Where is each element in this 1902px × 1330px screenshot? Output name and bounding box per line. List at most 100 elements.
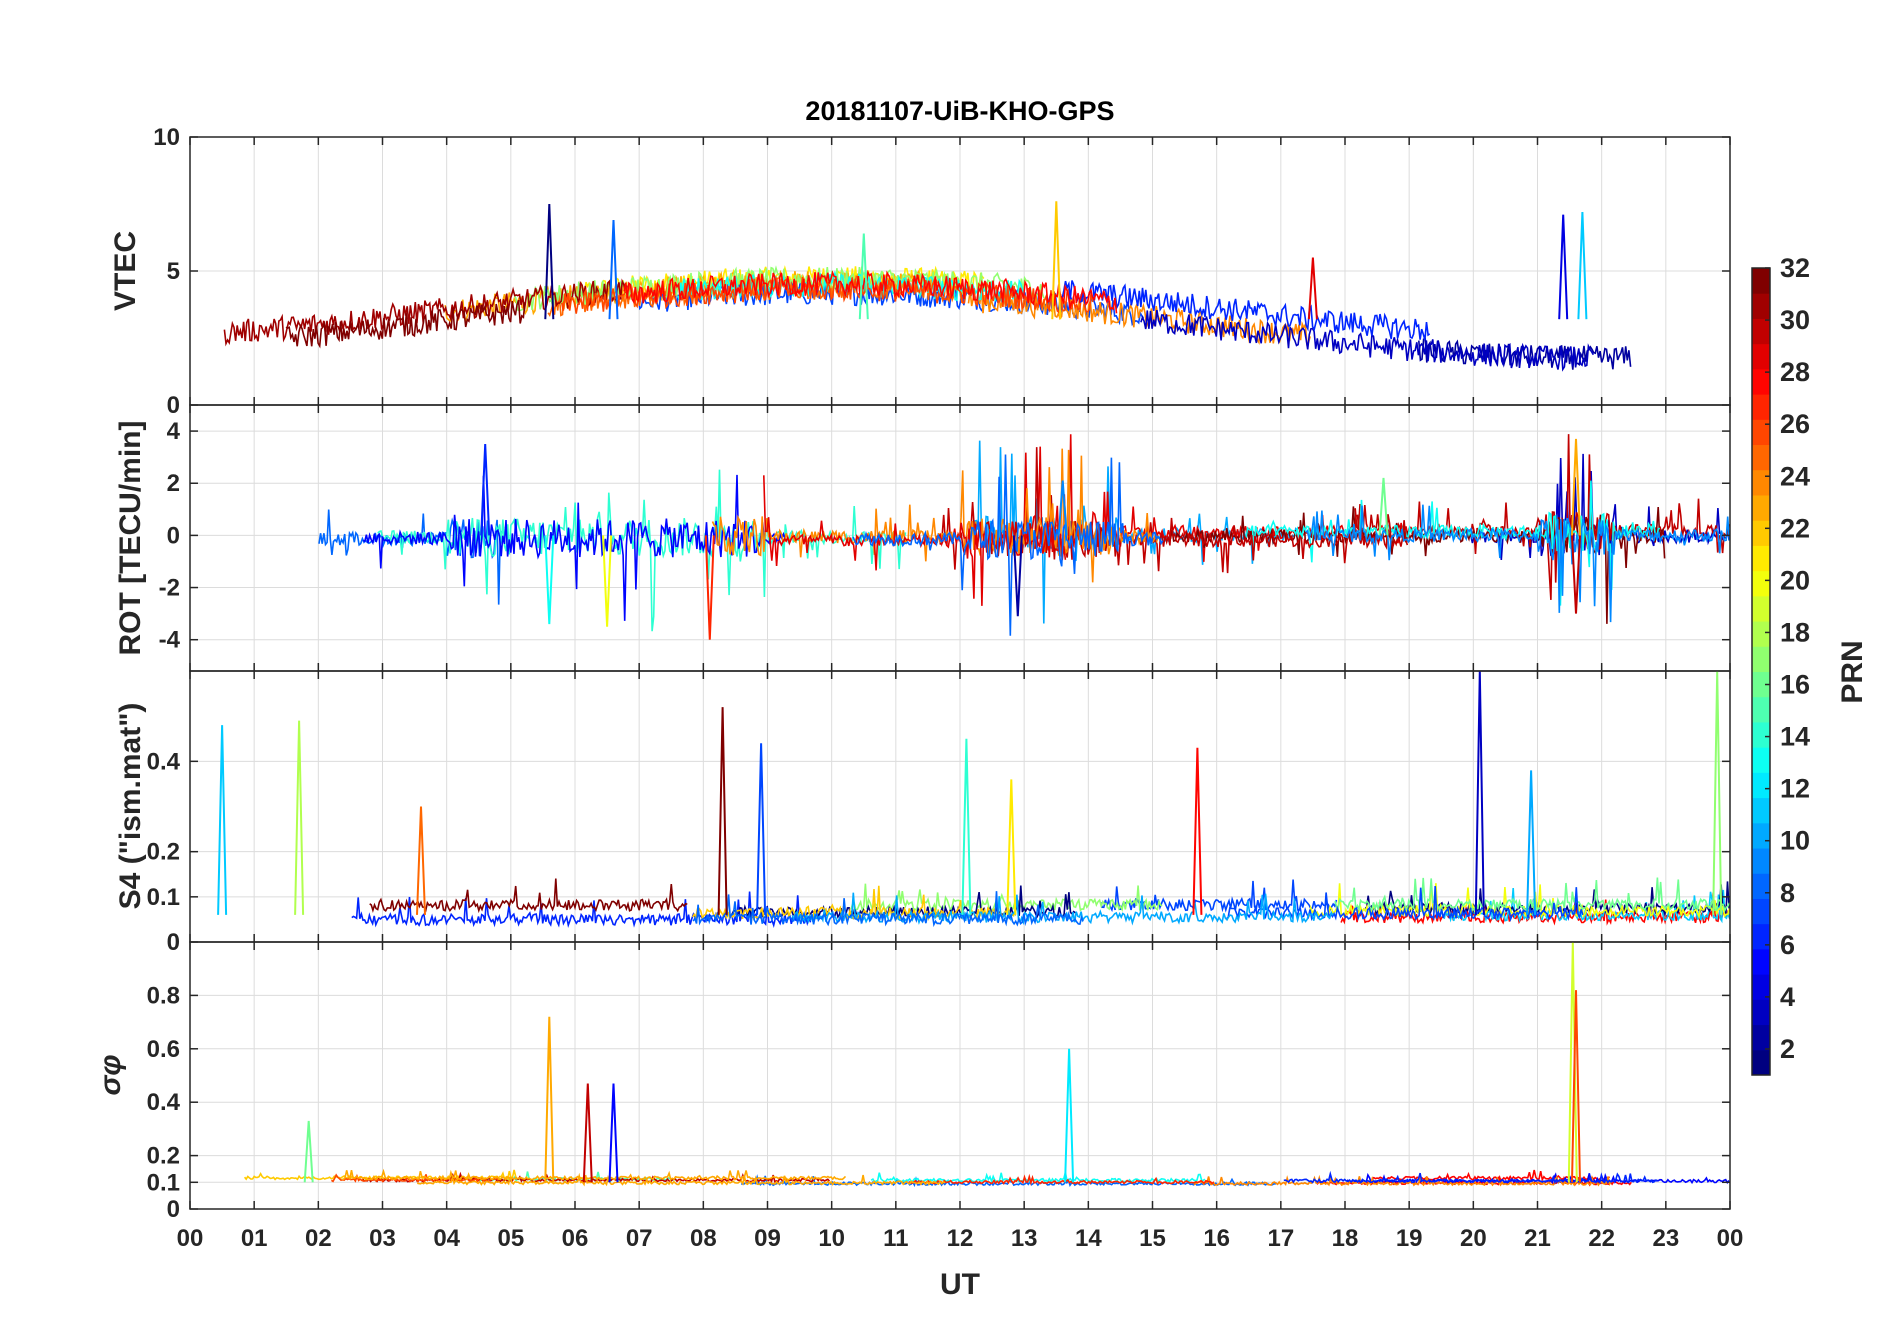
colorbar-frame: [1751, 267, 1771, 1076]
x-tick-label: 16: [1203, 1225, 1230, 1252]
colorbar-band: [1752, 268, 1770, 294]
colorbar-band: [1752, 444, 1770, 471]
series-line-prn: [369, 878, 688, 914]
x-axis-label: UT: [940, 1268, 980, 1301]
x-tick-label: 09: [754, 1225, 781, 1252]
event-spike: [1064, 1048, 1075, 1183]
colorbar-band: [1752, 873, 1770, 899]
colorbar-band: [1752, 696, 1770, 723]
colorbar-band: [1752, 797, 1770, 824]
y-tick-label: 0.6: [147, 1036, 180, 1063]
y-label-s4: S4 ("ism.mat"): [114, 703, 147, 910]
event-spike: [1712, 671, 1723, 915]
x-tick-label: 10: [818, 1225, 845, 1252]
colorbar-tick-label: 18: [1780, 617, 1810, 647]
event-spike: [717, 707, 728, 915]
x-tick-label: 19: [1396, 1225, 1423, 1252]
event-spike: [858, 233, 869, 320]
series-line-prn: [341, 1168, 847, 1182]
event-spike: [1474, 671, 1485, 915]
y-tick-label: 0.1: [147, 884, 180, 911]
colorbar-band: [1752, 520, 1770, 546]
series-line-prn: [243, 1169, 522, 1181]
event-spike: [1571, 438, 1581, 536]
colorbar-band: [1752, 621, 1770, 647]
chart-title: 20181107-UiB-KHO-GPS: [805, 96, 1114, 126]
y-tick-label: 0.2: [147, 839, 180, 866]
series-line-prn: [513, 265, 1045, 312]
colorbar-label: PRN: [1836, 640, 1869, 703]
y-label-vtec: VTEC: [109, 231, 142, 311]
series-line-prn: [351, 891, 812, 929]
x-tick-label: 06: [562, 1225, 589, 1252]
event-spike: [1057, 480, 1068, 536]
y-axis-labels: VTEC ROT [TECU/min] S4 ("ism.mat") σφ: [94, 231, 147, 1096]
x-tick-label: 04: [433, 1225, 460, 1252]
series-group-s4: [217, 671, 1730, 929]
colorbar-tick-label: 16: [1780, 670, 1810, 700]
x-tick-label: 07: [626, 1225, 653, 1252]
colorbar-tick-label: 32: [1780, 253, 1810, 283]
colorbar-band: [1752, 948, 1770, 975]
colorbar-band: [1752, 368, 1770, 395]
series-line-prn: [711, 448, 1160, 583]
colorbar-tick-label: 10: [1780, 826, 1810, 856]
series-line-prn: [1226, 885, 1584, 922]
y-tick-label: 5: [167, 258, 180, 285]
x-tick-label: 22: [1588, 1225, 1615, 1252]
y-tick-label: 0.1: [147, 1169, 180, 1196]
colorbar-band: [1752, 721, 1770, 748]
series-group-sigma_phi: [243, 942, 1730, 1188]
series-line-prn: [870, 1172, 1206, 1185]
y-label-sigma-phi: σφ: [94, 1054, 127, 1095]
series-line-prn: [1470, 453, 1730, 560]
series-line-prn: [1305, 504, 1730, 623]
series-line-prn: [1140, 309, 1595, 372]
colorbar-band: [1752, 822, 1770, 849]
series-line-prn: [1193, 1174, 1612, 1187]
event-spike: [1571, 990, 1581, 1183]
y-tick-label: 0.4: [147, 1089, 181, 1116]
colorbar-band: [1752, 494, 1770, 521]
event-spike: [480, 444, 491, 536]
series-line-prn: [223, 278, 628, 347]
series-line-prn: [1061, 280, 1431, 341]
x-tick-label: 17: [1267, 1225, 1294, 1252]
series-line-prn: [967, 289, 1311, 346]
x-tick-label: 13: [1011, 1225, 1038, 1252]
colorbar-tick-label: 22: [1780, 513, 1810, 543]
colorbar-band: [1752, 923, 1770, 950]
y-tick-label: -4: [159, 627, 181, 654]
y-label-rot: ROT [TECU/min]: [114, 421, 147, 656]
x-tick-label: 12: [947, 1225, 974, 1252]
colorbar-band: [1752, 772, 1770, 799]
x-tick-label: 18: [1332, 1225, 1359, 1252]
y-tick-label: 0.8: [147, 982, 180, 1009]
colorbar-band: [1752, 848, 1770, 874]
event-spike: [582, 1083, 593, 1183]
colorbar-band: [1752, 974, 1770, 1000]
event-spike: [756, 743, 767, 915]
event-spike: [1558, 214, 1569, 320]
panel-sigma_phi: 00.10.2 0.4 0.6 0.8: [147, 941, 1731, 1223]
event-spike: [416, 806, 426, 915]
panel-rot: -4 -2 0 2 4: [159, 404, 1731, 672]
x-tick-label: 15: [1139, 1225, 1166, 1252]
colorbar-tick-label: 6: [1780, 930, 1795, 960]
colorbar-band: [1752, 1049, 1770, 1076]
series-line-prn: [1283, 1170, 1658, 1185]
x-tick-label: 05: [497, 1225, 524, 1252]
colorbar-band: [1752, 545, 1770, 572]
event-spike: [961, 738, 972, 915]
series-line-prn: [285, 299, 526, 349]
series-line-prn: [908, 1173, 1215, 1186]
colorbar-band: [1752, 646, 1770, 672]
colorbar-tick-label: 8: [1780, 878, 1795, 908]
event-spike: [294, 720, 305, 915]
series-line-prn: [852, 454, 1164, 636]
event-spike: [544, 203, 555, 320]
event-spike: [544, 1016, 555, 1183]
colorbar-tick-label: 26: [1780, 409, 1810, 439]
